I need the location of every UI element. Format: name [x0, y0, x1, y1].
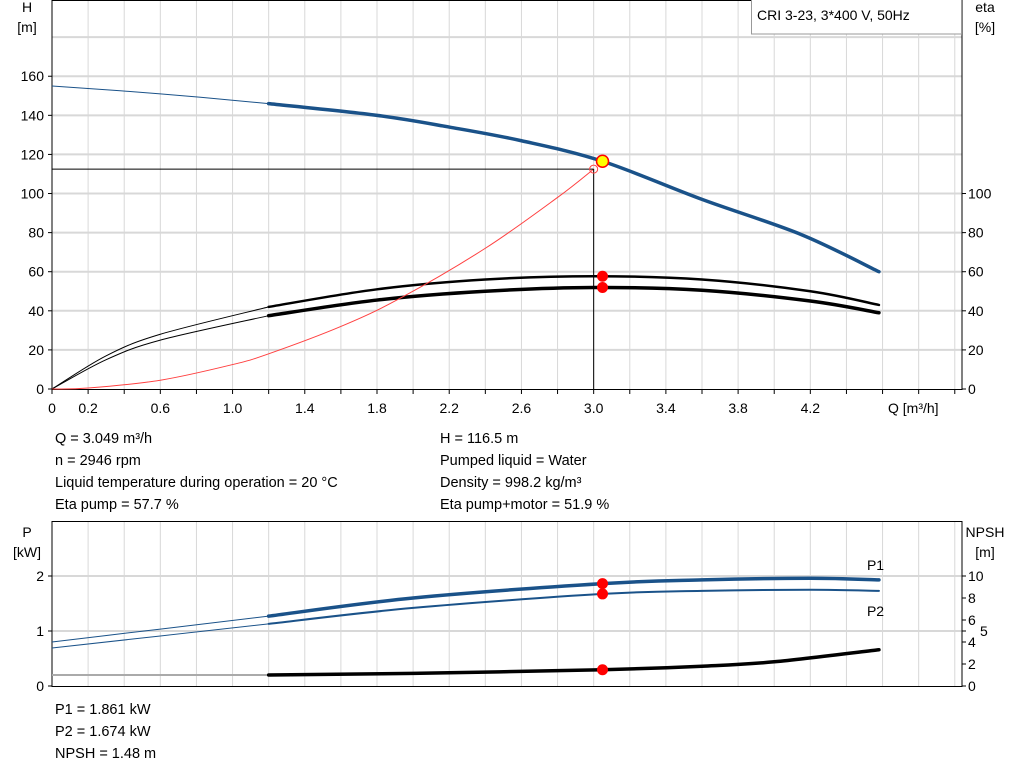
- y-right-tick-label: 6: [968, 612, 976, 628]
- y-left-tick-label: 100: [21, 186, 45, 202]
- y-left-tick-label: 20: [28, 342, 44, 358]
- y-left-axis-label: H: [22, 0, 32, 15]
- p1-point: [597, 578, 609, 590]
- system-curve-point: [589, 164, 599, 174]
- y-right-axis-label: [m]: [975, 544, 994, 560]
- P1-curve: [266, 576, 881, 618]
- speed-value: n = 2946 rpm: [55, 453, 141, 469]
- y-left-tick-label: 0: [36, 678, 44, 694]
- temperature-value: Liquid temperature during operation = 20…: [55, 475, 338, 491]
- x-tick-label: 4.2: [801, 400, 821, 416]
- y-right-tick-label: 4: [968, 634, 976, 650]
- title-box: [751, 0, 962, 35]
- y-right-axis-label: eta: [975, 0, 995, 15]
- y-left-tick-label: 60: [28, 264, 44, 280]
- x-tick-label: 0.2: [78, 400, 98, 416]
- head-curve: [266, 101, 881, 274]
- p2-point: [597, 588, 609, 600]
- P1-series-label: P1: [867, 557, 884, 573]
- npsh-value: NPSH = 1.48 m: [55, 746, 157, 762]
- y-right-tick-label: 40: [968, 303, 984, 319]
- y-right-tick-label: 80: [968, 225, 984, 241]
- x-tick-label: 2.2: [439, 400, 459, 416]
- eta-pump-point: [597, 270, 609, 282]
- eta-pump-curve-extrapolated: [51, 306, 269, 390]
- y-right-tick-label: 100: [968, 186, 992, 202]
- x-tick-label: 0: [48, 400, 56, 416]
- y-right-tick-label: 5: [980, 623, 988, 639]
- plot-frame: [51, 0, 963, 390]
- x-tick-label: 3.0: [584, 400, 604, 416]
- y-right-tick-label: 20: [968, 342, 984, 358]
- y-right-tick-label: 2: [968, 656, 976, 672]
- y-left-axis-label: P: [22, 524, 31, 540]
- P2-curve-extrapolated: [51, 623, 269, 649]
- eta-total-value: Eta pump+motor = 51.9 %: [440, 497, 610, 513]
- density-value: Density = 998.2 kg/m³: [440, 475, 582, 491]
- y-right-tick-label: 0: [968, 381, 976, 397]
- x-tick-label: 3.4: [656, 400, 676, 416]
- duty-point: [595, 154, 610, 169]
- y-right-tick-label: 8: [968, 590, 976, 606]
- y-left-tick-label: 2: [36, 568, 44, 584]
- y-right-axis-label: NPSH: [966, 524, 1005, 540]
- head-value: H = 116.5 m: [440, 431, 519, 447]
- eta-pump-motor-point: [597, 282, 609, 294]
- y-left-axis-label: [kW]: [13, 544, 41, 560]
- liquid-value: Pumped liquid = Water: [440, 453, 587, 469]
- info-right: H = 116.5 m Pumped liquid = Water Densit…: [440, 428, 609, 516]
- chart-title: CRI 3-23, 3*400 V, 50Hz: [757, 7, 910, 23]
- x-tick-label: 3.8: [728, 400, 748, 416]
- flow-value: Q = 3.049 m³/h: [55, 431, 153, 447]
- system-curve-curve: [51, 168, 594, 390]
- P2-series-label: P2: [867, 603, 884, 619]
- p2-value: P2 = 1.674 kW: [55, 724, 151, 740]
- plot-frame: [51, 521, 963, 687]
- y-left-axis-label: [m]: [17, 19, 36, 35]
- y-left-tick-label: 140: [21, 107, 45, 123]
- info-left: Q = 3.049 m³/h n = 2946 rpm Liquid tempe…: [55, 428, 338, 516]
- power-npsh-panel: [48, 521, 966, 687]
- NPSH-curve: [266, 647, 881, 677]
- eta-pump-motor-curve-extrapolated: [51, 315, 269, 390]
- y-right-tick-label: 60: [968, 264, 984, 280]
- y-left-tick-label: 80: [28, 225, 44, 241]
- P2-curve: [267, 588, 880, 625]
- y-right-axis-label: [%]: [975, 19, 995, 35]
- x-tick-label: 1.4: [295, 400, 315, 416]
- x-axis-label: Q [m³/h]: [888, 400, 939, 416]
- x-tick-label: 1.8: [367, 400, 387, 416]
- x-tick-label: 1.0: [223, 400, 243, 416]
- head-eta-panel: [48, 0, 966, 394]
- info-power: P1 = 1.861 kW P2 = 1.674 kW NPSH = 1.48 …: [55, 699, 156, 765]
- y-left-tick-label: 40: [28, 303, 44, 319]
- y-right-tick-label: 0: [968, 678, 976, 694]
- npsh-point: [597, 664, 609, 676]
- y-left-tick-label: 120: [21, 146, 45, 162]
- head-curve-extrapolated: [51, 85, 269, 105]
- eta-pump-value: Eta pump = 57.7 %: [55, 497, 179, 513]
- p1-value: P1 = 1.861 kW: [55, 702, 151, 718]
- y-left-tick-label: 1: [36, 623, 44, 639]
- y-right-tick-label: 10: [968, 568, 984, 584]
- y-left-tick-label: 0: [36, 381, 44, 397]
- x-tick-label: 0.6: [151, 400, 171, 416]
- P1-curve-extrapolated: [51, 615, 269, 643]
- y-left-tick-label: 160: [21, 68, 45, 84]
- x-tick-label: 2.6: [512, 400, 532, 416]
